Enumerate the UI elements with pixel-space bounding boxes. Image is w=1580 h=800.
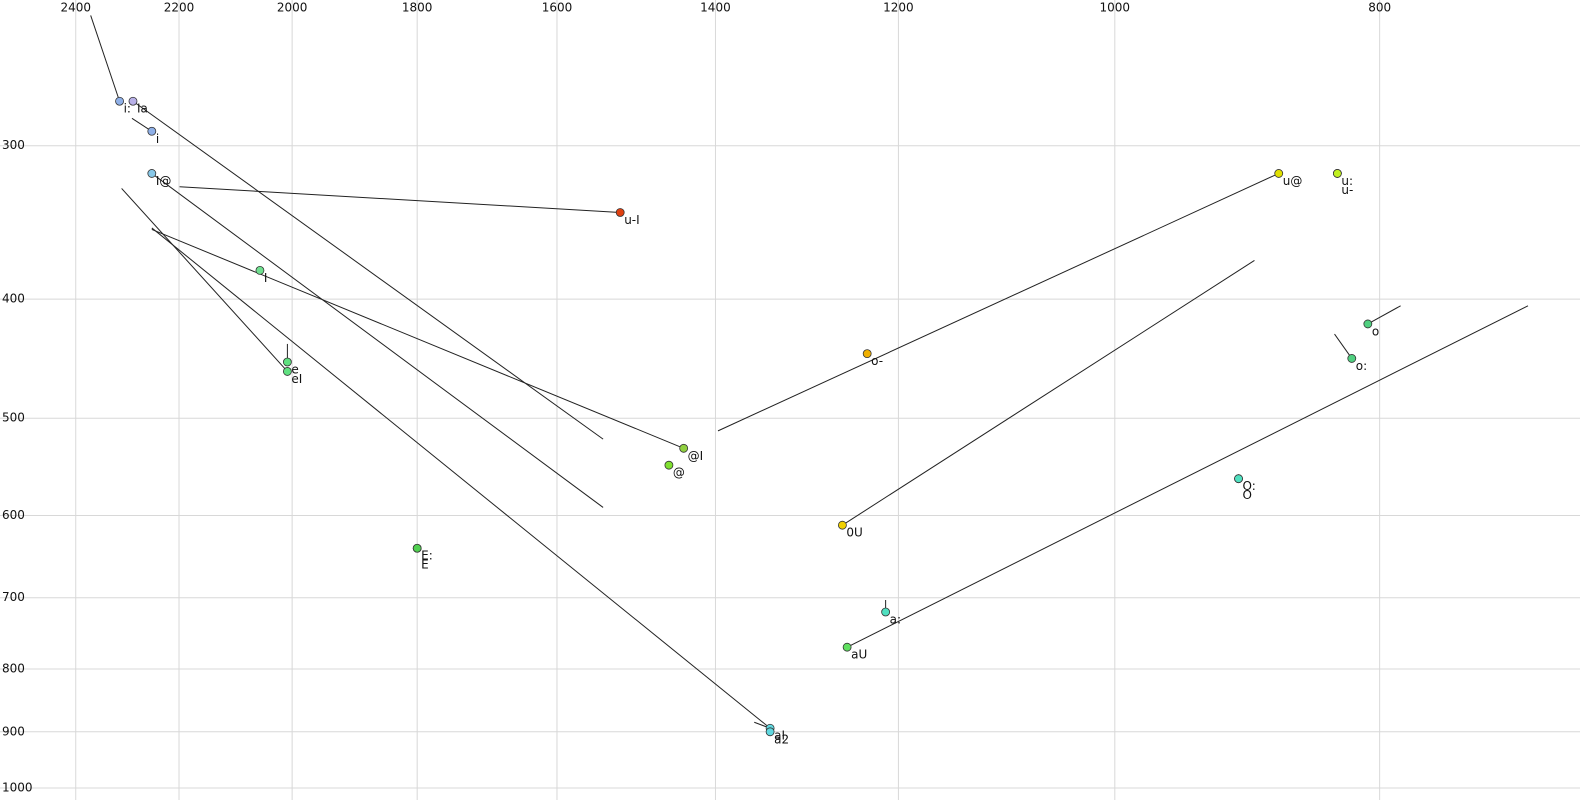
vowel-label: O: [1243, 479, 1256, 493]
x-tick-label: 1200 [883, 1, 914, 15]
vowel-label: aI [774, 729, 785, 743]
vowel-point [282, 367, 292, 376]
x-tick-label: 1400 [700, 1, 731, 15]
vowel-point [1363, 319, 1373, 329]
vowel-label: 0U [846, 526, 862, 540]
vowel-label: u- [1341, 183, 1353, 197]
trajectory-line [717, 172, 1279, 432]
vowel-point [664, 460, 674, 470]
trajectory-line [842, 260, 1255, 526]
vowel-point [765, 727, 775, 737]
x-tick-label: 1600 [542, 1, 573, 15]
vowel-point [842, 642, 852, 652]
y-tick-label: 1000 [2, 781, 33, 795]
vowel-label: i: [124, 102, 131, 116]
vowel-label: Ia [137, 102, 148, 116]
vowel-label: o [1372, 324, 1379, 338]
vowel-point [1274, 169, 1284, 178]
vowel-point [1347, 354, 1357, 363]
vowel-point [147, 126, 157, 136]
trajectory-line [179, 186, 621, 213]
vowel-label: a2 [774, 732, 789, 746]
vowel-point [1234, 474, 1243, 484]
x-tick-label: 2200 [164, 1, 195, 15]
y-tick-label: 800 [2, 661, 25, 675]
y-tick-label: 600 [2, 508, 25, 522]
x-tick-label: 800 [1368, 1, 1391, 15]
vowel-label: E: [421, 549, 433, 563]
vowel-label: e [291, 363, 298, 377]
vowel-label: u-I [624, 213, 639, 227]
vowel-label: o- [871, 354, 883, 368]
y-tick-label: 900 [2, 724, 25, 738]
vowel-point [128, 96, 138, 106]
vowel-label: o: [1356, 359, 1367, 373]
trajectory-line [1367, 305, 1401, 325]
x-tick-label: 2000 [277, 1, 308, 15]
vowel-label: O [1243, 488, 1252, 502]
vowel-point [147, 169, 157, 178]
vowel-point [862, 349, 872, 359]
vowel-point [282, 357, 292, 367]
trajectory-line [121, 188, 288, 372]
vowel-label: eI [291, 372, 302, 386]
y-tick-label: 700 [2, 590, 25, 604]
x-tick-label: 1000 [1100, 1, 1131, 15]
vowel-label: E [421, 558, 429, 572]
y-tick-label: 400 [2, 292, 25, 306]
trajectory-line [846, 305, 1529, 648]
vowel-label: i [156, 132, 159, 146]
vowel-point [679, 443, 689, 453]
vowel-point [1332, 169, 1342, 178]
vowel-point [412, 543, 422, 553]
trajectory-line [151, 227, 771, 729]
vowel-point [881, 607, 891, 617]
y-tick-label: 500 [2, 411, 25, 425]
vowel-label: @ [673, 466, 685, 480]
x-tick-label: 1800 [402, 1, 433, 15]
trajectory-line [1334, 333, 1353, 359]
vowel-label: @I [688, 449, 704, 463]
vowel-point [255, 266, 265, 275]
vowel-point [615, 208, 625, 217]
x-tick-label: 2400 [60, 1, 91, 15]
trajectory-line [151, 173, 604, 508]
vowel-point [837, 520, 847, 530]
vowel-point [115, 96, 124, 106]
vowel-label: u@ [1283, 174, 1303, 188]
vowel-label: u: [1341, 174, 1353, 188]
vowel-label: I@ [156, 174, 172, 188]
vowel-label: aU [851, 648, 867, 662]
trajectory-line [151, 229, 684, 449]
vowel-label: I [264, 271, 268, 285]
y-tick-label: 300 [2, 138, 25, 152]
trajectory-line [90, 15, 121, 102]
vowel-label: a: [890, 613, 901, 627]
